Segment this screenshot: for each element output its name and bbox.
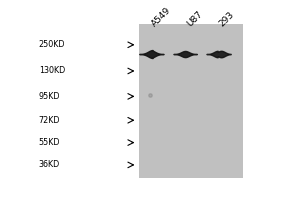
Text: 55KD: 55KD: [39, 138, 60, 147]
Text: 293: 293: [218, 10, 236, 29]
Text: 130KD: 130KD: [39, 66, 65, 75]
Text: 36KD: 36KD: [39, 160, 60, 169]
Bar: [139, 24, 243, 178]
Text: U87: U87: [185, 10, 204, 29]
Text: 95KD: 95KD: [39, 92, 60, 101]
Text: A549: A549: [150, 6, 173, 29]
Text: 72KD: 72KD: [39, 116, 60, 125]
Text: 250KD: 250KD: [39, 40, 65, 49]
